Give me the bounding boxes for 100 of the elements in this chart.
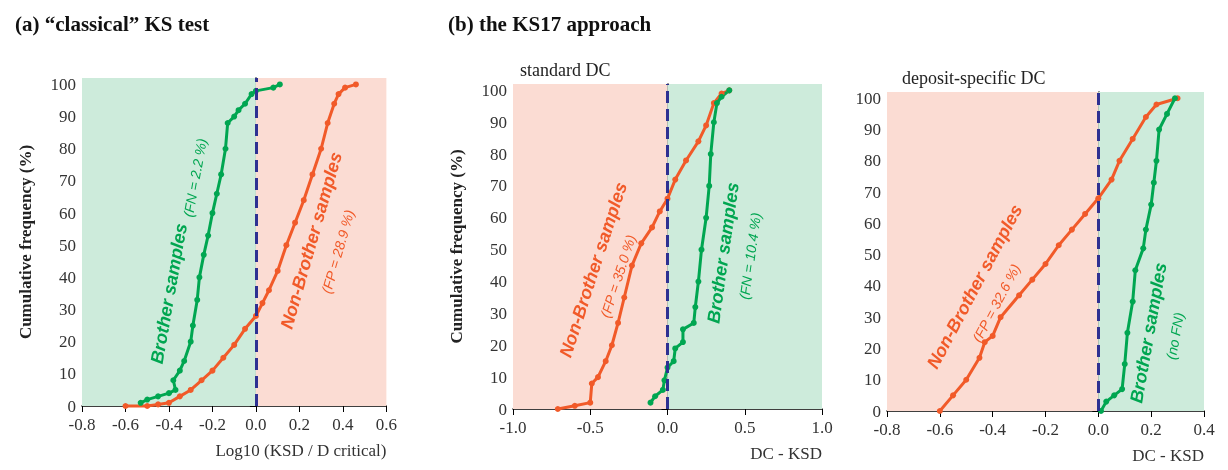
point (324, 120, 331, 127)
point (1055, 242, 1062, 249)
point (1082, 210, 1089, 217)
point (659, 386, 666, 393)
y-tick-label: 70 (59, 171, 76, 191)
x-tick-label: -0.8 (873, 420, 901, 439)
point (707, 151, 714, 158)
point (231, 113, 238, 120)
point (189, 322, 196, 329)
y-tick-label: 30 (864, 307, 881, 327)
y-tick-label: 70 (490, 176, 507, 196)
point (621, 294, 628, 301)
point (274, 267, 281, 274)
point (615, 319, 622, 326)
y-tick-label: 80 (59, 139, 76, 159)
point (200, 251, 207, 258)
y-tick-label: 20 (490, 335, 507, 355)
point (1016, 292, 1023, 299)
y-tick-label: 10 (864, 370, 881, 390)
point (989, 332, 996, 339)
point (963, 376, 970, 383)
point (695, 138, 702, 145)
chart-title: (b) the KS17 approach (448, 11, 652, 36)
point (165, 390, 172, 397)
point (1150, 179, 1157, 186)
x-tick-label: -0.8 (68, 415, 96, 434)
point (176, 367, 183, 374)
point (270, 84, 277, 91)
x-tick-label: 0.0 (1087, 420, 1109, 439)
y-tick-label: 30 (59, 300, 76, 320)
y-tick-label: 80 (864, 151, 881, 171)
point (1129, 135, 1136, 142)
point (656, 208, 663, 215)
point (1116, 157, 1123, 164)
x-axis-title: Log10 (KSD / D critical) (215, 441, 387, 460)
point (602, 358, 609, 365)
point (209, 210, 216, 217)
x-tick-label: 0.6 (375, 415, 397, 434)
point (144, 396, 151, 403)
point (205, 232, 212, 239)
x-tick-label: 0.0 (656, 418, 679, 437)
point (695, 278, 702, 285)
point (679, 326, 686, 333)
point (1132, 267, 1139, 274)
y-tick-label: 40 (59, 267, 76, 287)
point (165, 399, 172, 406)
point (235, 107, 242, 114)
x-tick-label: 0.0 (245, 415, 267, 434)
point (670, 358, 677, 365)
point (647, 399, 654, 406)
point (1142, 226, 1149, 233)
y-axis-title: Cumulative frequency (%) (447, 149, 466, 344)
point (1121, 361, 1128, 368)
point (690, 319, 697, 326)
chart-title: (a) “classical” KS test (15, 11, 210, 36)
point (1119, 386, 1126, 393)
y-tick-label: 60 (490, 208, 507, 228)
y-tick-label: 0 (498, 399, 507, 419)
point (683, 157, 690, 164)
x-tick-label: 0.2 (288, 415, 311, 434)
y-tick-label: 70 (864, 182, 881, 202)
x-axis-title: DC - KSD (1132, 446, 1204, 465)
point (231, 341, 238, 348)
point (196, 274, 203, 281)
y-tick-label: 0 (872, 401, 881, 421)
point (588, 380, 595, 387)
x-tick-label: -1.0 (499, 418, 527, 437)
point (176, 393, 183, 400)
y-tick-label: 100 (481, 80, 507, 100)
point (318, 145, 325, 152)
point (672, 176, 679, 183)
y-tick-label: 90 (59, 107, 76, 127)
point (1103, 398, 1110, 405)
annotation: (FN = 2.2 %) (180, 137, 210, 219)
point (242, 325, 249, 332)
point (710, 119, 717, 126)
x-tick-label: -0.2 (198, 415, 226, 434)
point (1140, 245, 1147, 252)
y-tick-label: 50 (59, 235, 76, 255)
x-tick-label: 0.4 (1193, 420, 1216, 439)
point (220, 354, 227, 361)
x-tick-label: -0.6 (112, 415, 139, 434)
point (703, 214, 710, 221)
y-tick-label: 20 (59, 332, 76, 352)
point (222, 145, 229, 152)
point (1111, 392, 1118, 399)
y-tick-label: 10 (59, 364, 76, 384)
x-tick-label: -0.2 (1032, 420, 1059, 439)
x-tick-label: 0.2 (1140, 420, 1162, 439)
y-tick-label: 40 (490, 272, 507, 292)
point (218, 171, 225, 178)
x-tick-label: -0.4 (979, 420, 1007, 439)
chart-subtitle: deposit-specific DC (902, 68, 1046, 88)
y-tick-label: 50 (490, 240, 507, 260)
point (213, 190, 220, 197)
point (638, 240, 645, 247)
chart-subtitle: standard DC (520, 60, 611, 80)
point (1142, 114, 1149, 121)
point (950, 392, 957, 399)
x-axis-title: DC - KSD (750, 444, 822, 463)
